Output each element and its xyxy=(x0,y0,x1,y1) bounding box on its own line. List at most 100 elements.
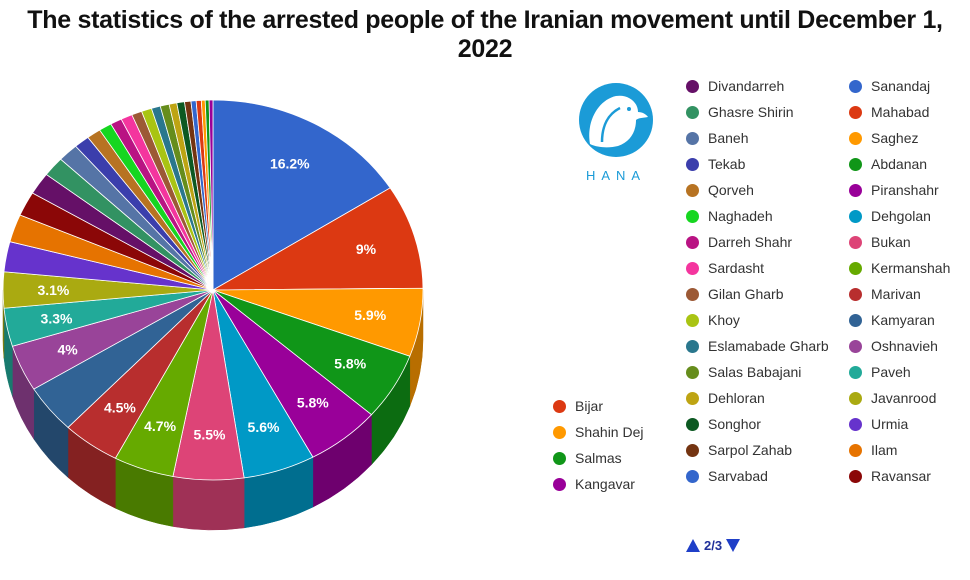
legend-item-javanrood[interactable]: Javanrood xyxy=(849,388,936,408)
legend-item-ilam[interactable]: Ilam xyxy=(849,440,897,460)
legend-label: Kamyaran xyxy=(871,312,935,328)
pie-side-bukan xyxy=(172,476,245,531)
legend-swatch xyxy=(849,235,862,249)
legend-label: Ilam xyxy=(871,442,898,458)
legend-item-shahin-dej[interactable]: Shahin Dej xyxy=(553,422,644,442)
legend-swatch xyxy=(686,339,699,353)
legend-label: Abdanan xyxy=(871,156,928,172)
legend-swatch xyxy=(849,131,862,145)
data-label-bukan: 5.5% xyxy=(194,426,226,442)
legend-swatch xyxy=(686,183,699,197)
legend-item-sanandaj[interactable]: Sanandaj xyxy=(849,76,930,96)
legend-item-kermanshah[interactable]: Kermanshah xyxy=(849,258,950,278)
legend-label: Oshnavieh xyxy=(871,338,938,354)
legend-item-marivan[interactable]: Marivan xyxy=(849,284,921,304)
legend-label: Tekab xyxy=(708,156,746,172)
legend-item-kamyaran[interactable]: Kamyaran xyxy=(849,310,935,330)
legend-swatch xyxy=(849,339,862,353)
legend-label: Paveh xyxy=(871,364,911,380)
legend-swatch xyxy=(849,105,862,119)
legend-item-sarpol-zahab[interactable]: Sarpol Zahab xyxy=(686,440,792,460)
legend-item-sarvabad[interactable]: Sarvabad xyxy=(686,466,768,486)
chart-title: The statistics of the arrested people of… xyxy=(27,6,943,63)
legend-swatch xyxy=(686,391,699,405)
legend-swatch xyxy=(849,209,862,223)
data-label-marivan: 4.5% xyxy=(104,399,136,415)
legend-item-qorveh[interactable]: Qorveh xyxy=(686,180,754,200)
legend-item-khoy[interactable]: Khoy xyxy=(686,310,740,330)
legend-item-ghasre-shirin[interactable]: Ghasre Shirin xyxy=(686,102,794,122)
legend-swatch xyxy=(686,131,699,145)
legend-swatch xyxy=(849,391,862,405)
pie-side-walls xyxy=(2,289,424,531)
legend-swatch xyxy=(849,261,862,275)
pie-slice-mahabad[interactable] xyxy=(211,187,424,291)
data-label-abdanan: 5.8% xyxy=(334,356,366,372)
legend-swatch xyxy=(849,469,862,483)
legend-swatch xyxy=(686,105,699,119)
legend-swatch xyxy=(849,79,862,93)
pie-slice-kangavar[interactable] xyxy=(208,99,214,291)
page-up-icon[interactable] xyxy=(686,539,700,552)
legend-label: Kangavar xyxy=(575,476,635,492)
data-label-dehgolan: 5.6% xyxy=(248,419,280,435)
legend-item-sardasht[interactable]: Sardasht xyxy=(686,258,764,278)
legend-label: Sarpol Zahab xyxy=(708,442,793,458)
legend-label: Dehgolan xyxy=(871,208,931,224)
pie-data-labels: 16.2% 9% 5.9% 5.8% 5.8% 5.6% 5.5% 4.7% 4.5% 4% 3.3… xyxy=(37,155,386,442)
legend-label: Salmas xyxy=(575,450,622,466)
legend-label: Sarvabad xyxy=(708,468,768,484)
legend-label: Qorveh xyxy=(708,182,754,198)
legend-label: Bijar xyxy=(575,398,604,414)
legend-item-naghadeh[interactable]: Naghadeh xyxy=(686,206,773,226)
legend-item-eslamabade-gharb[interactable]: Eslamabade Gharb xyxy=(686,336,829,356)
legend-item-tekab[interactable]: Tekab xyxy=(686,154,745,174)
legend-item-songhor[interactable]: Songhor xyxy=(686,414,761,434)
hana-logo: HANA xyxy=(568,80,664,190)
legend-swatch xyxy=(849,287,862,301)
legend-swatch xyxy=(553,399,566,413)
legend-item-ravansar[interactable]: Ravansar xyxy=(849,466,931,486)
legend-item-gilan-gharb[interactable]: Gilan Gharb xyxy=(686,284,783,304)
legend-item-oshnavieh[interactable]: Oshnavieh xyxy=(849,336,938,356)
legend-swatch xyxy=(849,443,862,457)
legend-item-dehgolan[interactable]: Dehgolan xyxy=(849,206,931,226)
legend-swatch xyxy=(849,157,862,171)
data-label-sanandaj: 16.2% xyxy=(270,155,310,171)
legend-item-salmas[interactable]: Salmas xyxy=(553,448,622,468)
legend-item-piranshahr[interactable]: Piranshahr xyxy=(849,180,939,200)
legend-item-urmia[interactable]: Urmia xyxy=(849,414,908,434)
data-label-kermanshah: 4.7% xyxy=(144,418,176,434)
legend-label: Ghasre Shirin xyxy=(708,104,794,120)
legend-label: Marivan xyxy=(871,286,921,302)
legend-item-bukan[interactable]: Bukan xyxy=(849,232,911,252)
legend-item-divandarreh[interactable]: Divandarreh xyxy=(686,76,784,96)
legend-label: Dehloran xyxy=(708,390,765,406)
pie-slice-sanandaj[interactable] xyxy=(212,99,391,291)
legend-swatch xyxy=(686,313,699,327)
legend-label: Songhor xyxy=(708,416,761,432)
legend-item-dehloran[interactable]: Dehloran xyxy=(686,388,765,408)
legend-swatch xyxy=(553,477,566,491)
legend-label: Kermanshah xyxy=(871,260,951,276)
data-label-piranshahr: 5.8% xyxy=(297,395,329,411)
data-label-mahabad: 9% xyxy=(356,241,377,257)
legend-item-kangavar[interactable]: Kangavar xyxy=(553,474,635,494)
page-down-icon[interactable] xyxy=(726,539,741,552)
legend-swatch xyxy=(686,157,699,171)
data-label-javanrood: 3.1% xyxy=(37,282,69,298)
legend-item-baneh[interactable]: Baneh xyxy=(686,128,748,148)
legend-swatch xyxy=(686,287,699,301)
legend-label: Javanrood xyxy=(871,390,937,406)
legend-item-darreh-shahr[interactable]: Darreh Shahr xyxy=(686,232,792,252)
legend-item-saghez[interactable]: Saghez xyxy=(849,128,918,148)
legend-item-bijar[interactable]: Bijar xyxy=(553,396,603,416)
legend-swatch xyxy=(686,235,699,249)
legend-item-mahabad[interactable]: Mahabad xyxy=(849,102,929,122)
legend-item-salas-babajani[interactable]: Salas Babajani xyxy=(686,362,801,382)
legend-item-abdanan[interactable]: Abdanan xyxy=(849,154,927,174)
legend-item-paveh[interactable]: Paveh xyxy=(849,362,911,382)
legend-label: Urmia xyxy=(871,416,909,432)
legend-swatch xyxy=(686,469,699,483)
legend-label: Piranshahr xyxy=(871,182,939,198)
